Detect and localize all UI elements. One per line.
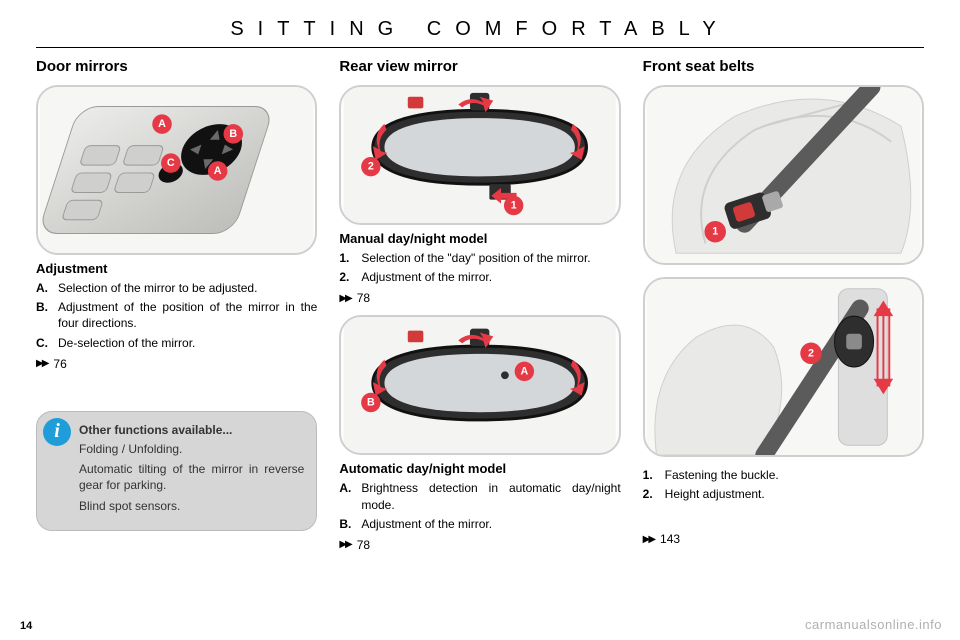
- svg-text:A: A: [521, 366, 529, 378]
- ref-arrow-icon: ▶▶: [339, 539, 350, 550]
- item-val: Fastening the buckle.: [665, 467, 924, 483]
- watermark: carmanualsonline.info: [805, 617, 942, 632]
- item-val: Adjustment of the mirror.: [361, 269, 620, 285]
- col-rear-view: Rear view mirror 1 2: [339, 58, 620, 552]
- badge-a-right: A: [208, 161, 228, 181]
- page-number: 14: [20, 620, 32, 632]
- svg-text:1: 1: [511, 200, 517, 212]
- ref-arrow-icon: ▶▶: [643, 534, 654, 545]
- col-door-mirrors: Door mirrors: [36, 58, 317, 552]
- header-rule: [36, 47, 924, 48]
- info-line: Automatic tilting of the mirror in rever…: [79, 461, 304, 493]
- auto-model-ref: ▶▶ 78: [339, 538, 620, 552]
- item-key: A.: [36, 280, 58, 296]
- seat-belt-list: 1.Fastening the buckle. 2.Height adjustm…: [643, 467, 924, 502]
- item-key: B.: [36, 299, 58, 331]
- seat-belt-ref: ▶▶ 143: [643, 532, 924, 546]
- badge-c: C: [161, 153, 181, 173]
- svg-text:2: 2: [808, 347, 814, 359]
- door-mirrors-figure: A B A C: [36, 85, 317, 255]
- ref-page: 76: [53, 357, 66, 371]
- other-functions-box: i Other functions available... Folding /…: [36, 411, 317, 531]
- manual-model-list: 1.Selection of the "day" position of the…: [339, 250, 620, 285]
- ref-page: 78: [357, 538, 370, 552]
- door-mirrors-list: A.Selection of the mirror to be adjusted…: [36, 280, 317, 351]
- info-title: Other functions available...: [79, 422, 304, 438]
- item-key: B.: [339, 516, 361, 532]
- item-key: 1.: [339, 250, 361, 266]
- auto-model-heading: Automatic day/night model: [339, 461, 620, 476]
- manual-model-ref: ▶▶ 78: [339, 291, 620, 305]
- ref-arrow-icon: ▶▶: [339, 293, 350, 304]
- page: SITTING COMFORTABLY Door mirrors: [0, 0, 960, 640]
- seat-belt-fig2: 2: [643, 277, 924, 457]
- seat-belts-title: Front seat belts: [643, 58, 924, 75]
- item-key: C.: [36, 335, 58, 351]
- columns: Door mirrors: [36, 58, 924, 552]
- item-key: 1.: [643, 467, 665, 483]
- rear-view-title: Rear view mirror: [339, 58, 620, 75]
- item-val: Selection of the "day" position of the m…: [361, 250, 620, 266]
- svg-text:2: 2: [368, 161, 374, 173]
- door-mirrors-ref: ▶▶ 76: [36, 357, 317, 371]
- item-val: Adjustment of the mirror.: [361, 516, 620, 532]
- ref-arrow-icon: ▶▶: [36, 358, 47, 369]
- rear-view-fig1: 1 2: [339, 85, 620, 225]
- badge-a-left: A: [152, 114, 172, 134]
- svg-text:C: C: [167, 157, 175, 169]
- auto-model-list: A.Brightness detection in automatic day/…: [339, 480, 620, 532]
- col-seat-belts: Front seat belts 1: [643, 58, 924, 552]
- door-mirrors-title: Door mirrors: [36, 58, 317, 75]
- badge-b: B: [224, 124, 244, 144]
- seat-belt-fig1: 1: [643, 85, 924, 265]
- item-val: Adjustment of the position of the mirror…: [58, 299, 317, 331]
- svg-text:A: A: [214, 165, 222, 177]
- item-val: De-selection of the mirror.: [58, 335, 317, 351]
- item-key: 2.: [643, 486, 665, 502]
- manual-model-heading: Manual day/night model: [339, 231, 620, 246]
- info-line: Blind spot sensors.: [79, 498, 304, 514]
- svg-text:1: 1: [712, 226, 718, 238]
- info-line: Folding / Unfolding.: [79, 441, 304, 457]
- info-icon: i: [43, 418, 71, 446]
- svg-text:A: A: [158, 118, 166, 130]
- ref-page: 143: [660, 532, 680, 546]
- item-val: Height adjustment.: [665, 486, 924, 502]
- page-header: SITTING COMFORTABLY: [36, 18, 924, 41]
- svg-text:B: B: [367, 397, 375, 409]
- adjustment-heading: Adjustment: [36, 261, 317, 276]
- item-key: A.: [339, 480, 361, 512]
- rear-view-fig2: A B: [339, 315, 620, 455]
- item-val: Brightness detection in automatic day/ni…: [361, 480, 620, 512]
- svg-text:B: B: [229, 128, 237, 140]
- item-key: 2.: [339, 269, 361, 285]
- item-val: Selection of the mirror to be adjusted.: [58, 280, 317, 296]
- ref-page: 78: [357, 291, 370, 305]
